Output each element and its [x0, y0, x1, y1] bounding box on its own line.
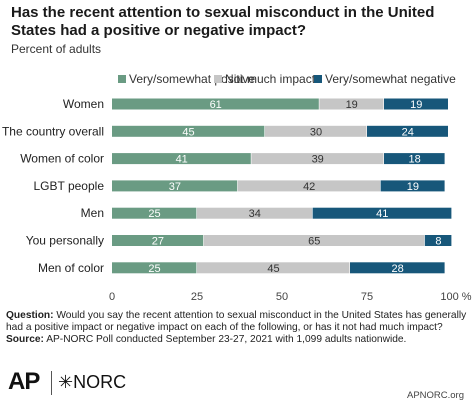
data-label-positive: 41	[176, 154, 188, 166]
source-text: AP-NORC Poll conducted September 23-27, …	[43, 334, 407, 345]
bar-negative	[312, 207, 452, 219]
data-label-positive: 25	[148, 263, 160, 275]
category-label: You personally	[26, 234, 104, 248]
bar-neutral	[197, 207, 312, 219]
category-label: Men	[81, 206, 104, 220]
stacked-bar-chart: Women 61 19 19 The country overall 45 30 24 Wome…	[2, 97, 472, 303]
bar-positive	[112, 262, 197, 274]
question-text: Would you say the recent attention to se…	[6, 310, 467, 333]
bar-positive	[112, 207, 197, 219]
legend-label-neutral: Not much impact	[225, 72, 316, 86]
bar-negative	[424, 235, 452, 246]
data-label-negative: 19	[410, 99, 422, 111]
data-label-neutral: 65	[308, 236, 320, 248]
category-label: Men of color	[38, 261, 104, 275]
bar-positive	[112, 98, 319, 110]
chart-title: Has the recent attention to sexual misco…	[11, 4, 435, 39]
data-label-positive: 45	[182, 126, 194, 138]
x-tick-label: 25	[191, 291, 203, 303]
site-url: APNORC.org	[406, 390, 464, 401]
legend-item-negative: Very/somewhat negative	[314, 72, 456, 86]
bar-negative	[384, 98, 448, 110]
norc-logo: ✳NORC	[58, 372, 126, 393]
legend: Very/somewhat positive Not much impact V…	[0, 72, 474, 86]
logo-divider	[51, 371, 52, 395]
category-label: Women of color	[20, 152, 104, 166]
legend-label-negative: Very/somewhat negative	[325, 72, 456, 86]
bar-positive	[112, 235, 204, 246]
legend-item-positive: Very/somewhat positive	[118, 72, 255, 86]
data-label-neutral: 42	[303, 181, 315, 193]
data-label-negative: 18	[408, 154, 420, 166]
data-label-positive: 37	[169, 181, 181, 193]
bar-negative	[380, 180, 445, 192]
legend-swatch-positive	[118, 75, 126, 83]
data-label-neutral: 39	[312, 154, 324, 166]
bar-positive	[112, 125, 265, 137]
bar-positive	[112, 180, 238, 192]
legend-swatch-negative	[314, 75, 322, 83]
x-tick-label: 100 %	[440, 291, 471, 303]
data-label-neutral: 19	[346, 99, 358, 111]
bar-neutral	[237, 180, 380, 192]
data-label-neutral: 34	[249, 208, 261, 220]
data-label-negative: 19	[407, 181, 419, 193]
data-label-neutral: 30	[310, 126, 322, 138]
bar-neutral	[197, 262, 350, 274]
data-label-negative: 24	[402, 126, 414, 138]
legend-label-positive: Very/somewhat positive	[129, 72, 256, 86]
bar-neutral	[319, 98, 384, 110]
category-label: LGBT people	[34, 179, 105, 193]
data-label-positive: 27	[152, 236, 164, 248]
bar-neutral	[203, 235, 425, 246]
ap-logo: AP	[8, 368, 40, 395]
legend-swatch-neutral	[214, 75, 222, 83]
data-label-positive: 61	[210, 99, 222, 111]
x-tick-label: 75	[361, 291, 373, 303]
bar-neutral	[251, 153, 384, 165]
question-label: Question:	[6, 310, 54, 321]
footnote: Question: Would you say the recent atten…	[6, 310, 468, 346]
x-tick-label: 50	[276, 291, 288, 303]
bar-positive	[112, 153, 251, 165]
norc-mark-icon: ✳	[58, 372, 74, 392]
bar-neutral	[265, 125, 367, 137]
data-label-neutral: 45	[267, 263, 279, 275]
data-label-negative: 28	[391, 263, 403, 275]
x-tick-label: 0	[109, 291, 115, 303]
legend-item-neutral: Not much impact	[214, 72, 315, 86]
category-label: Women	[63, 97, 104, 111]
bar-negative	[350, 262, 445, 274]
chart-subtitle: Percent of adults	[11, 42, 102, 56]
data-label-positive: 25	[148, 208, 160, 220]
norc-logo-text: NORC	[73, 372, 127, 392]
source-label: Source:	[6, 334, 44, 345]
data-label-negative: 41	[376, 208, 388, 220]
bar-negative	[384, 153, 445, 165]
bar-negative	[367, 125, 448, 137]
category-label: The country overall	[2, 124, 104, 138]
data-label-negative: 8	[435, 236, 441, 248]
